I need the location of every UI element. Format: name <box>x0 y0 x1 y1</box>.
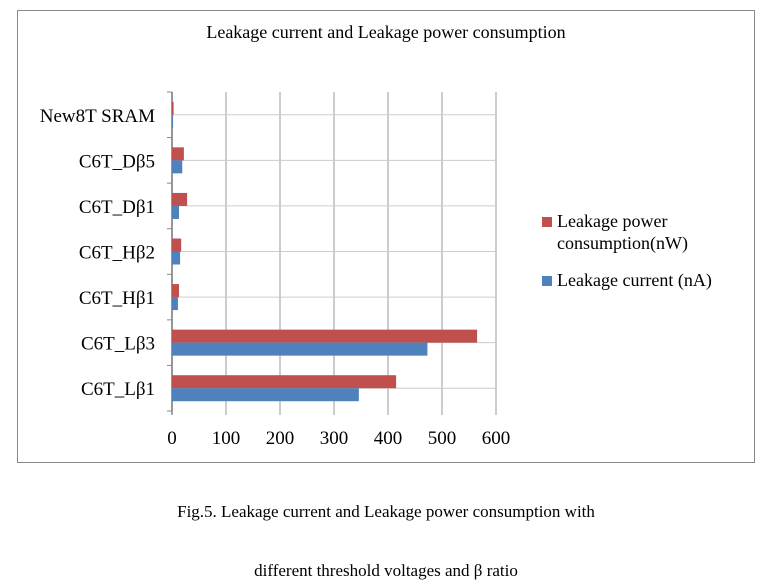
y-category-label: C6T_Dβ1 <box>79 197 155 218</box>
x-tick-label: 600 <box>482 428 511 449</box>
legend-power-line1: Leakage power <box>557 211 668 231</box>
legend-current: Leakage current (nA) <box>557 270 712 290</box>
bar-current <box>172 251 181 265</box>
bar-power <box>172 375 397 389</box>
y-category-label: C6T_Dβ5 <box>79 151 155 172</box>
x-tick-label: 300 <box>320 428 349 449</box>
x-tick-label: 200 <box>266 428 295 449</box>
bar-power <box>172 238 182 252</box>
caption-line1: Fig.5. Leakage current and Leakage power… <box>177 502 595 521</box>
bar-power <box>172 329 478 343</box>
legend-swatch-current <box>542 276 552 286</box>
y-category-label: New8T SRAM <box>40 106 155 127</box>
legend-power: Leakage power consumption(nW) <box>557 210 688 254</box>
bar-current <box>172 342 428 356</box>
bar-current <box>172 114 174 128</box>
legend-power-line2: consumption(nW) <box>557 233 688 253</box>
y-category-label: C6T_Hβ1 <box>79 288 155 309</box>
y-category-label: C6T_Lβ3 <box>81 334 155 355</box>
x-tick-label: 500 <box>428 428 457 449</box>
chart-frame <box>17 10 755 463</box>
bar-current <box>172 388 359 402</box>
bar-current <box>172 297 178 311</box>
x-tick-label: 400 <box>374 428 403 449</box>
y-category-label: C6T_Hβ2 <box>79 243 155 264</box>
caption-line2: different threshold voltages and β ratio <box>254 561 518 580</box>
bar-current <box>172 160 183 174</box>
bar-power <box>172 101 174 115</box>
x-tick-label: 100 <box>212 428 241 449</box>
x-tick-label: 0 <box>167 428 177 449</box>
bar-power <box>172 284 180 298</box>
chart-title: Leakage current and Leakage power consum… <box>206 22 566 42</box>
bar-power <box>172 147 184 161</box>
bar-power <box>172 192 188 206</box>
legend-swatch-power <box>542 217 552 227</box>
y-category-label: C6T_Lβ1 <box>81 379 155 400</box>
bar-current <box>172 205 180 219</box>
